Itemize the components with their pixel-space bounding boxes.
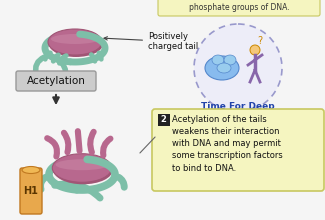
FancyArrowPatch shape — [99, 53, 101, 59]
Ellipse shape — [51, 34, 99, 44]
FancyArrowPatch shape — [45, 53, 50, 59]
Ellipse shape — [224, 55, 236, 65]
Text: Positively
charged tail: Positively charged tail — [104, 32, 198, 51]
Ellipse shape — [205, 56, 239, 80]
FancyBboxPatch shape — [158, 0, 320, 16]
FancyArrowPatch shape — [35, 57, 45, 74]
FancyArrowPatch shape — [53, 55, 58, 61]
FancyArrowPatch shape — [78, 131, 80, 151]
FancyBboxPatch shape — [152, 109, 324, 191]
Ellipse shape — [48, 29, 102, 55]
FancyArrowPatch shape — [47, 138, 57, 157]
FancyArrowPatch shape — [59, 56, 66, 63]
Ellipse shape — [53, 156, 113, 184]
Ellipse shape — [52, 154, 112, 182]
FancyBboxPatch shape — [158, 114, 170, 125]
FancyArrowPatch shape — [103, 139, 111, 155]
FancyBboxPatch shape — [16, 71, 96, 91]
FancyArrowPatch shape — [64, 133, 68, 152]
FancyArrowPatch shape — [40, 177, 46, 189]
Ellipse shape — [217, 63, 231, 73]
Text: Time For Deep
Thinking: Time For Deep Thinking — [201, 102, 275, 122]
Text: Acetylation of the tails
weakens their interaction
with DNA and may permit
some : Acetylation of the tails weakens their i… — [172, 115, 283, 173]
FancyArrowPatch shape — [58, 59, 66, 77]
FancyArrowPatch shape — [91, 55, 95, 61]
Text: ?: ? — [257, 36, 262, 46]
Ellipse shape — [212, 55, 224, 65]
Text: H1: H1 — [23, 186, 38, 196]
FancyArrowPatch shape — [90, 132, 94, 152]
Text: Acetylation: Acetylation — [27, 76, 85, 86]
Text: phosphate groups of DNA.: phosphate groups of DNA. — [189, 2, 289, 11]
Circle shape — [250, 45, 260, 55]
Text: 2: 2 — [161, 115, 166, 124]
Ellipse shape — [56, 159, 109, 170]
Ellipse shape — [22, 167, 40, 174]
FancyArrowPatch shape — [55, 184, 100, 198]
Ellipse shape — [49, 31, 103, 57]
FancyArrowPatch shape — [119, 177, 124, 187]
Circle shape — [194, 24, 282, 112]
FancyBboxPatch shape — [20, 168, 42, 214]
